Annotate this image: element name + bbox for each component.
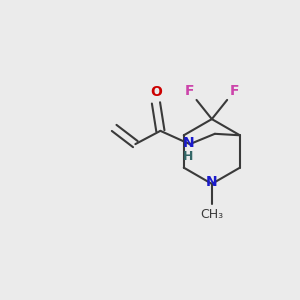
Text: F: F <box>185 84 194 98</box>
Text: H: H <box>183 150 194 163</box>
Text: O: O <box>150 85 162 99</box>
Text: F: F <box>230 84 239 98</box>
Text: CH₃: CH₃ <box>200 208 224 221</box>
Text: N: N <box>206 175 218 188</box>
Text: N: N <box>182 136 194 150</box>
